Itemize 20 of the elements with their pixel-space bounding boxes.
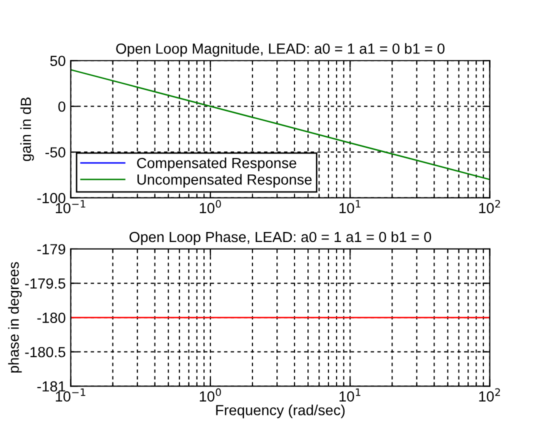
- chart-title: Open Loop Magnitude, LEAD: a0 = 1 a1 = 0 b1 = 0: [116, 43, 444, 57]
- y-tick-label: -180: [37, 312, 66, 323]
- x-tick-label: 10$^{2}$: [479, 200, 500, 214]
- x-axis-title: Frequency (rad/sec): [216, 404, 345, 418]
- x-tick-label: 10$^{0}$: [200, 200, 221, 214]
- y-tick-label: -50: [45, 147, 66, 158]
- legend-label: Uncompensated Response: [137, 174, 312, 188]
- y-tick-label: 50: [50, 56, 66, 66]
- y-tick-label: 0: [58, 101, 66, 112]
- legend-label: Compensated Response: [137, 157, 296, 172]
- y-tick-label: -179.5: [25, 278, 66, 289]
- y-axis-title: gain in dB: [20, 98, 34, 162]
- y-tick-label: -179: [37, 244, 66, 254]
- y-tick-label: -180.5: [25, 346, 66, 358]
- chart-title: Open Loop Phase, LEAD: a0 = 1 a1 = 0 b1 = 0: [130, 231, 432, 246]
- y-axis-title: phase in degrees: [8, 262, 22, 373]
- x-tick-label: 10$^{0}$: [200, 388, 221, 402]
- x-tick-label: 10$^{1}$: [340, 388, 360, 402]
- x-tick-label: 10$^{2}$: [479, 388, 500, 402]
- x-tick-label: 10$^{1}$: [340, 200, 360, 214]
